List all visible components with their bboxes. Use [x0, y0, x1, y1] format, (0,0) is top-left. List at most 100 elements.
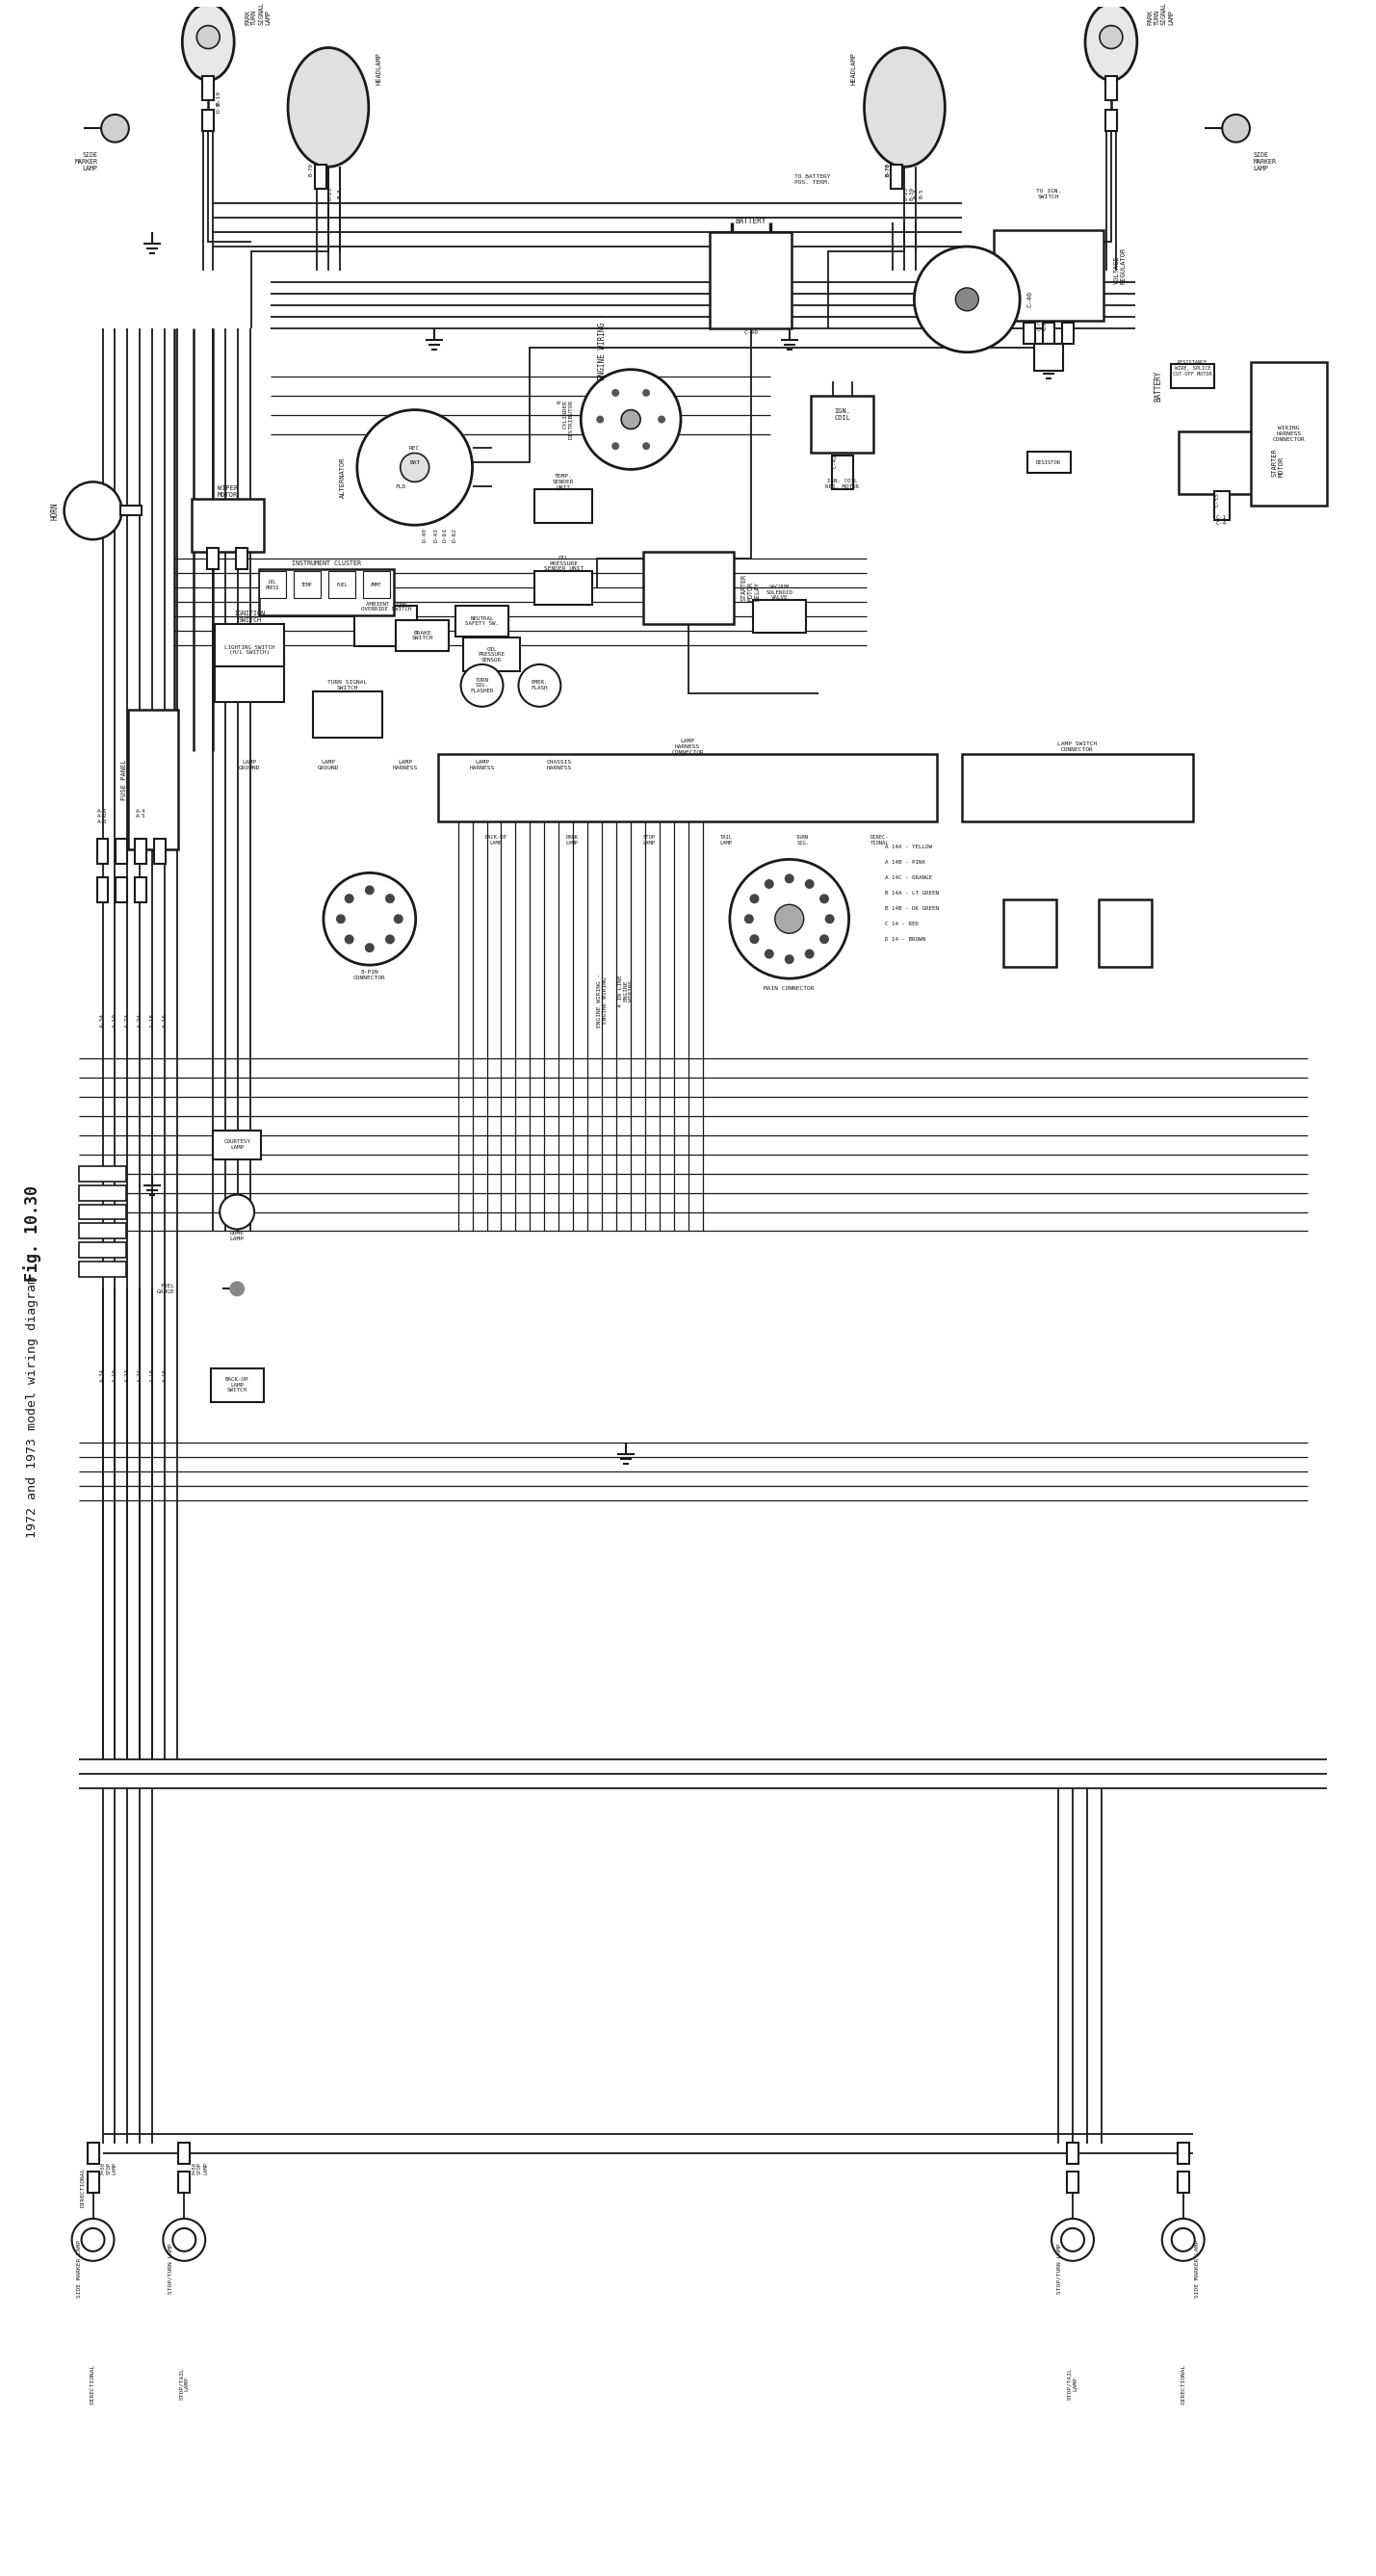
- Circle shape: [323, 873, 416, 966]
- Circle shape: [1222, 113, 1249, 142]
- Text: BACK-UP
LAMP
SWITCH: BACK-UP LAMP SWITCH: [226, 1376, 249, 1394]
- Text: RESISTANCE
WIRE, SPLICE
CUT-OFF MOTOR: RESISTANCE WIRE, SPLICE CUT-OFF MOTOR: [1174, 361, 1212, 376]
- Bar: [1066, 2172, 1079, 2192]
- Bar: [831, 456, 853, 489]
- Text: FUEL
GAUGE: FUEL GAUGE: [157, 1283, 175, 1293]
- Text: A 14B - PINK: A 14B - PINK: [885, 860, 926, 866]
- Text: CHASSIS
HARNESS: CHASSIS HARNESS: [546, 760, 571, 770]
- Bar: [993, 229, 1104, 322]
- Circle shape: [643, 389, 649, 397]
- Text: TAIL
LAMP: TAIL LAMP: [720, 835, 732, 845]
- Circle shape: [581, 368, 681, 469]
- Circle shape: [365, 886, 374, 894]
- Text: A-18: A-18: [150, 1012, 155, 1028]
- Bar: [438, 755, 937, 822]
- Circle shape: [658, 415, 666, 422]
- Text: IGN. COIL
RES. MOTOR: IGN. COIL RES. MOTOR: [826, 479, 859, 489]
- Text: SIDE MARKER LAMP: SIDE MARKER LAMP: [1194, 2239, 1200, 2298]
- Ellipse shape: [1086, 3, 1137, 80]
- Text: A 14C - ORANGE: A 14C - ORANGE: [885, 876, 933, 881]
- Text: B 14B - DK GREEN: B 14B - DK GREEN: [885, 907, 940, 912]
- Bar: [78, 1203, 127, 1218]
- Circle shape: [824, 914, 834, 925]
- Text: B-3: B-3: [337, 188, 343, 198]
- Bar: [1105, 77, 1117, 100]
- Text: D-62: D-62: [453, 528, 457, 541]
- Text: C-1
C-4: C-1 C-4: [1216, 515, 1227, 526]
- Text: BRAKE
SWITCH: BRAKE SWITCH: [411, 631, 433, 641]
- Text: F=50
STOP
LAMP: F=50 STOP LAMP: [100, 2161, 117, 2174]
- Text: INSTRUMENT CLUSTER: INSTRUMENT CLUSTER: [292, 562, 361, 567]
- Text: FUEL: FUEL: [336, 582, 347, 587]
- Ellipse shape: [864, 49, 945, 167]
- Circle shape: [820, 935, 830, 943]
- Text: TURN SIGNAL
SWITCH: TURN SIGNAL SWITCH: [327, 680, 367, 690]
- Bar: [135, 840, 147, 863]
- Text: D-61: D-61: [443, 528, 447, 541]
- Bar: [462, 639, 520, 672]
- Circle shape: [612, 443, 619, 451]
- Bar: [962, 755, 1193, 822]
- Circle shape: [805, 948, 815, 958]
- Circle shape: [81, 2228, 105, 2251]
- Text: LAMP
HARNESS: LAMP HARNESS: [469, 760, 494, 770]
- Text: STOP/TURN LAMP: STOP/TURN LAMP: [168, 2244, 172, 2293]
- Text: B-25: B-25: [327, 188, 333, 201]
- Text: B-3: B-3: [914, 188, 919, 198]
- Bar: [329, 572, 355, 598]
- Text: OIL
PRESS: OIL PRESS: [266, 580, 279, 590]
- Bar: [293, 572, 321, 598]
- Circle shape: [805, 878, 815, 889]
- Text: DIREC-
TIONAL: DIREC- TIONAL: [870, 835, 889, 845]
- Text: IGN.
COIL: IGN. COIL: [834, 410, 850, 420]
- Circle shape: [344, 894, 354, 904]
- Bar: [1105, 111, 1117, 131]
- Text: PARK
TURN
SIGNAL
LAMP: PARK TURN SIGNAL LAMP: [245, 3, 271, 26]
- Text: A-1
A-2
A-3: A-1 A-2 A-3: [98, 809, 107, 824]
- Bar: [96, 840, 109, 863]
- Bar: [135, 878, 147, 902]
- Circle shape: [197, 26, 220, 49]
- Text: 8-PIN
CONNECTOR: 8-PIN CONNECTOR: [354, 969, 385, 979]
- Text: RESISTOR: RESISTOR: [1036, 461, 1061, 466]
- Bar: [1178, 2143, 1189, 2164]
- Bar: [1043, 322, 1054, 343]
- Circle shape: [1051, 2218, 1094, 2262]
- Text: LAMP
HARNESS
CONNECTOR: LAMP HARNESS CONNECTOR: [671, 739, 703, 755]
- Text: EMER.
FLASH: EMER. FLASH: [531, 680, 548, 690]
- Bar: [396, 621, 449, 652]
- Bar: [87, 2143, 99, 2164]
- Circle shape: [820, 894, 830, 904]
- Text: DIRECTIONAL: DIRECTIONAL: [1181, 2365, 1186, 2403]
- Bar: [237, 549, 248, 569]
- Text: BATTERY: BATTERY: [1154, 371, 1163, 402]
- Circle shape: [400, 453, 429, 482]
- Circle shape: [72, 2218, 114, 2262]
- Text: A-34: A-34: [100, 1012, 105, 1028]
- Bar: [191, 500, 263, 551]
- Text: HEADLAMP: HEADLAMP: [850, 52, 857, 85]
- Text: STOP/TURN LAMP: STOP/TURN LAMP: [1057, 2244, 1061, 2293]
- Circle shape: [750, 894, 760, 904]
- Text: F=50
STOP
LAMP: F=50 STOP LAMP: [191, 2161, 208, 2174]
- Text: STOP
LAMP: STOP LAMP: [643, 835, 655, 845]
- Text: STOP/TAIL
LAMP: STOP/TAIL LAMP: [1068, 2367, 1077, 2401]
- Text: SIDE
MARKER
LAMP: SIDE MARKER LAMP: [74, 152, 98, 173]
- Bar: [121, 505, 142, 515]
- Text: REC: REC: [409, 446, 420, 451]
- Bar: [1099, 899, 1152, 966]
- Circle shape: [65, 482, 121, 538]
- Bar: [179, 2172, 190, 2192]
- Text: A-10: A-10: [113, 1012, 117, 1028]
- Text: WIPER
MOTOR: WIPER MOTOR: [217, 484, 238, 497]
- Circle shape: [164, 2218, 205, 2262]
- Text: A-16: A-16: [162, 1012, 168, 1028]
- Text: VACUUM
SOLENOID
VALVE: VACUUM SOLENOID VALVE: [766, 585, 793, 600]
- Circle shape: [621, 410, 640, 430]
- Bar: [643, 551, 735, 623]
- Text: DIRECTIONAL: DIRECTIONAL: [91, 2365, 95, 2403]
- Bar: [1178, 430, 1265, 495]
- Circle shape: [230, 1280, 245, 1296]
- Bar: [710, 232, 791, 327]
- Text: A-23: A-23: [125, 1012, 129, 1028]
